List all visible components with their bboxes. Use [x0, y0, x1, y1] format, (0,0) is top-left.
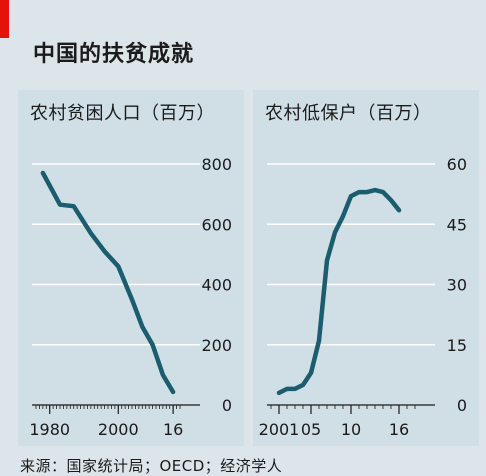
y-tick-label: 400	[201, 276, 232, 295]
series-line	[40, 170, 176, 395]
y-tick-label: 0	[222, 396, 232, 415]
y-tick-label: 200	[201, 336, 232, 355]
x-tick-label: 05	[301, 420, 321, 439]
source-note: 来源：国家统计局；OECD；经济学人	[20, 457, 283, 475]
chart-panel-rural-dibao: 农村低保户（百万） 60 45 30 15 0 2001 05 10 16	[253, 90, 479, 446]
y-tick-label: 30	[447, 276, 467, 295]
x-tick-label: 1980	[29, 420, 70, 439]
x-tick-label: 2000	[98, 420, 139, 439]
brand-tag	[0, 0, 9, 38]
y-tick-label: 0	[457, 396, 467, 415]
y-tick-label: 600	[201, 215, 232, 234]
chart-panel-rural-poverty: 农村贫困人口（百万） 800 600 400 200 0 1980 2000 16	[18, 90, 244, 446]
x-tick-label: 16	[389, 420, 409, 439]
y-tick-label: 45	[447, 215, 467, 234]
y-tick-label: 15	[447, 336, 467, 355]
page-title: 中国的扶贫成就	[33, 42, 195, 67]
x-tick-label: 2001	[259, 420, 300, 439]
x-tick-label: 10	[341, 420, 361, 439]
chart-rural-dibao: 60 45 30 15 0 2001 05 10 16	[259, 155, 467, 439]
series-line	[276, 187, 402, 396]
chart-title: 农村低保户（百万）	[265, 103, 432, 124]
y-tick-label: 800	[201, 155, 232, 174]
x-tick-label: 16	[163, 420, 183, 439]
chart-title: 农村贫困人口（百万）	[30, 103, 215, 124]
y-tick-label: 60	[447, 155, 467, 174]
